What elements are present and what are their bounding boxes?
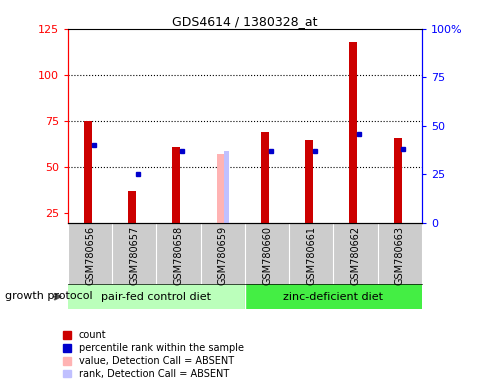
Text: GSM780663: GSM780663: [394, 226, 404, 285]
Bar: [260, 132, 268, 223]
Text: GSM780662: GSM780662: [350, 226, 360, 285]
Bar: [348, 42, 357, 223]
Text: pair-fed control diet: pair-fed control diet: [101, 291, 211, 302]
Bar: [128, 191, 136, 223]
Text: GSM780657: GSM780657: [129, 226, 139, 285]
Text: growth protocol: growth protocol: [5, 291, 92, 301]
Bar: [304, 140, 313, 223]
Text: GSM780658: GSM780658: [173, 226, 183, 285]
Bar: [244, 284, 421, 309]
Text: GSM780661: GSM780661: [306, 226, 316, 285]
Text: GSM780656: GSM780656: [85, 226, 95, 285]
Bar: [216, 154, 224, 223]
Bar: [224, 151, 228, 223]
Text: GSM780660: GSM780660: [261, 226, 272, 285]
Bar: [84, 121, 91, 223]
Bar: [393, 138, 401, 223]
Bar: [68, 284, 244, 309]
Text: zinc-deficient diet: zinc-deficient diet: [283, 291, 383, 302]
Text: GSM780659: GSM780659: [217, 226, 227, 285]
Legend: count, percentile rank within the sample, value, Detection Call = ABSENT, rank, : count, percentile rank within the sample…: [63, 330, 243, 379]
Title: GDS4614 / 1380328_at: GDS4614 / 1380328_at: [172, 15, 317, 28]
Bar: [172, 147, 180, 223]
